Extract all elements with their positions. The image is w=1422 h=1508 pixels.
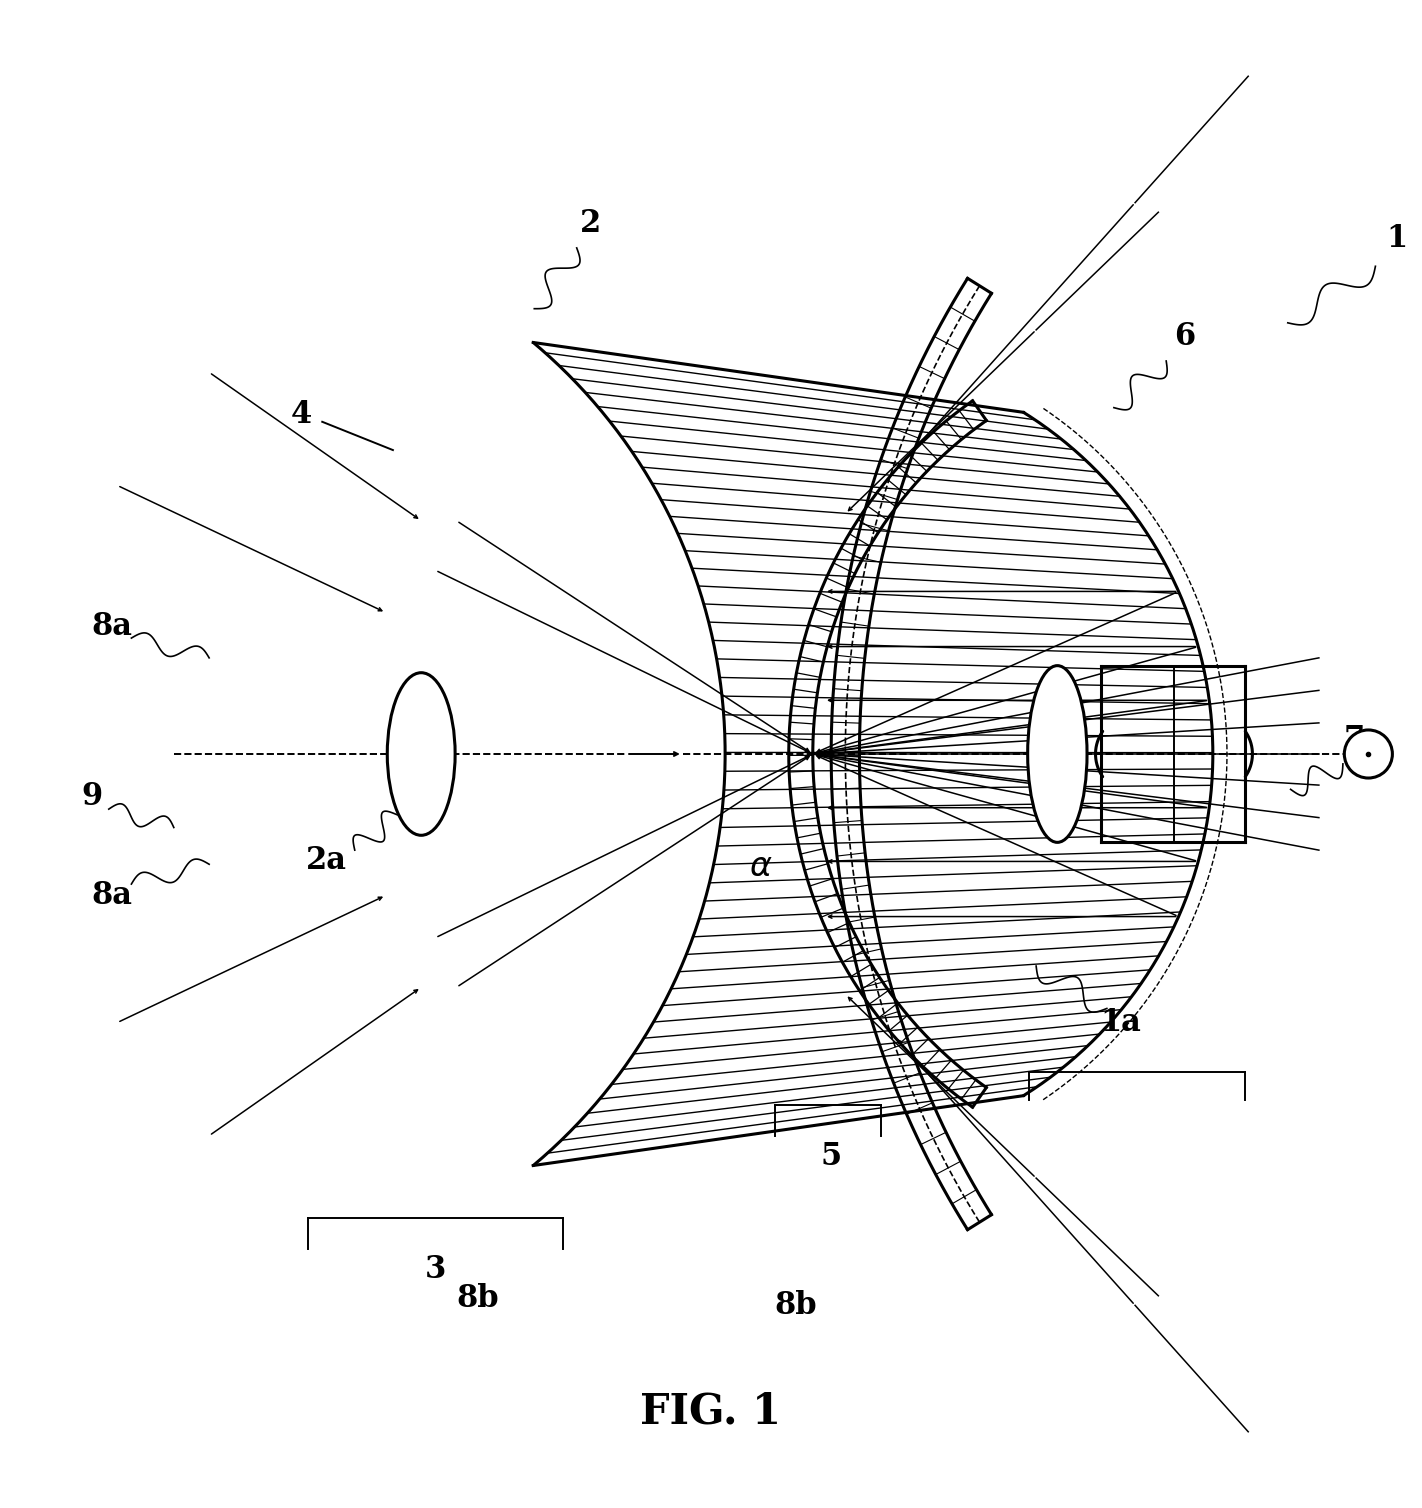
Text: 8b: 8b (775, 1289, 818, 1321)
Text: 7: 7 (1344, 724, 1365, 756)
Text: 5: 5 (820, 1142, 842, 1172)
Text: 2: 2 (580, 208, 602, 240)
Circle shape (1344, 730, 1392, 778)
Text: 8a: 8a (91, 879, 132, 911)
Text: 1: 1 (1386, 223, 1408, 253)
Text: $\alpha$: $\alpha$ (749, 851, 772, 884)
Text: 1a: 1a (1101, 1007, 1142, 1038)
Text: 3: 3 (425, 1255, 447, 1285)
Text: 8a: 8a (91, 611, 132, 642)
Ellipse shape (1028, 665, 1086, 843)
Text: 2a: 2a (306, 844, 347, 876)
Text: FIG. 1: FIG. 1 (640, 1390, 782, 1433)
Text: 6: 6 (1175, 321, 1194, 353)
Text: 4: 4 (290, 400, 311, 430)
Ellipse shape (387, 673, 455, 835)
Text: 8b: 8b (456, 1283, 499, 1313)
Text: 9: 9 (81, 781, 102, 811)
